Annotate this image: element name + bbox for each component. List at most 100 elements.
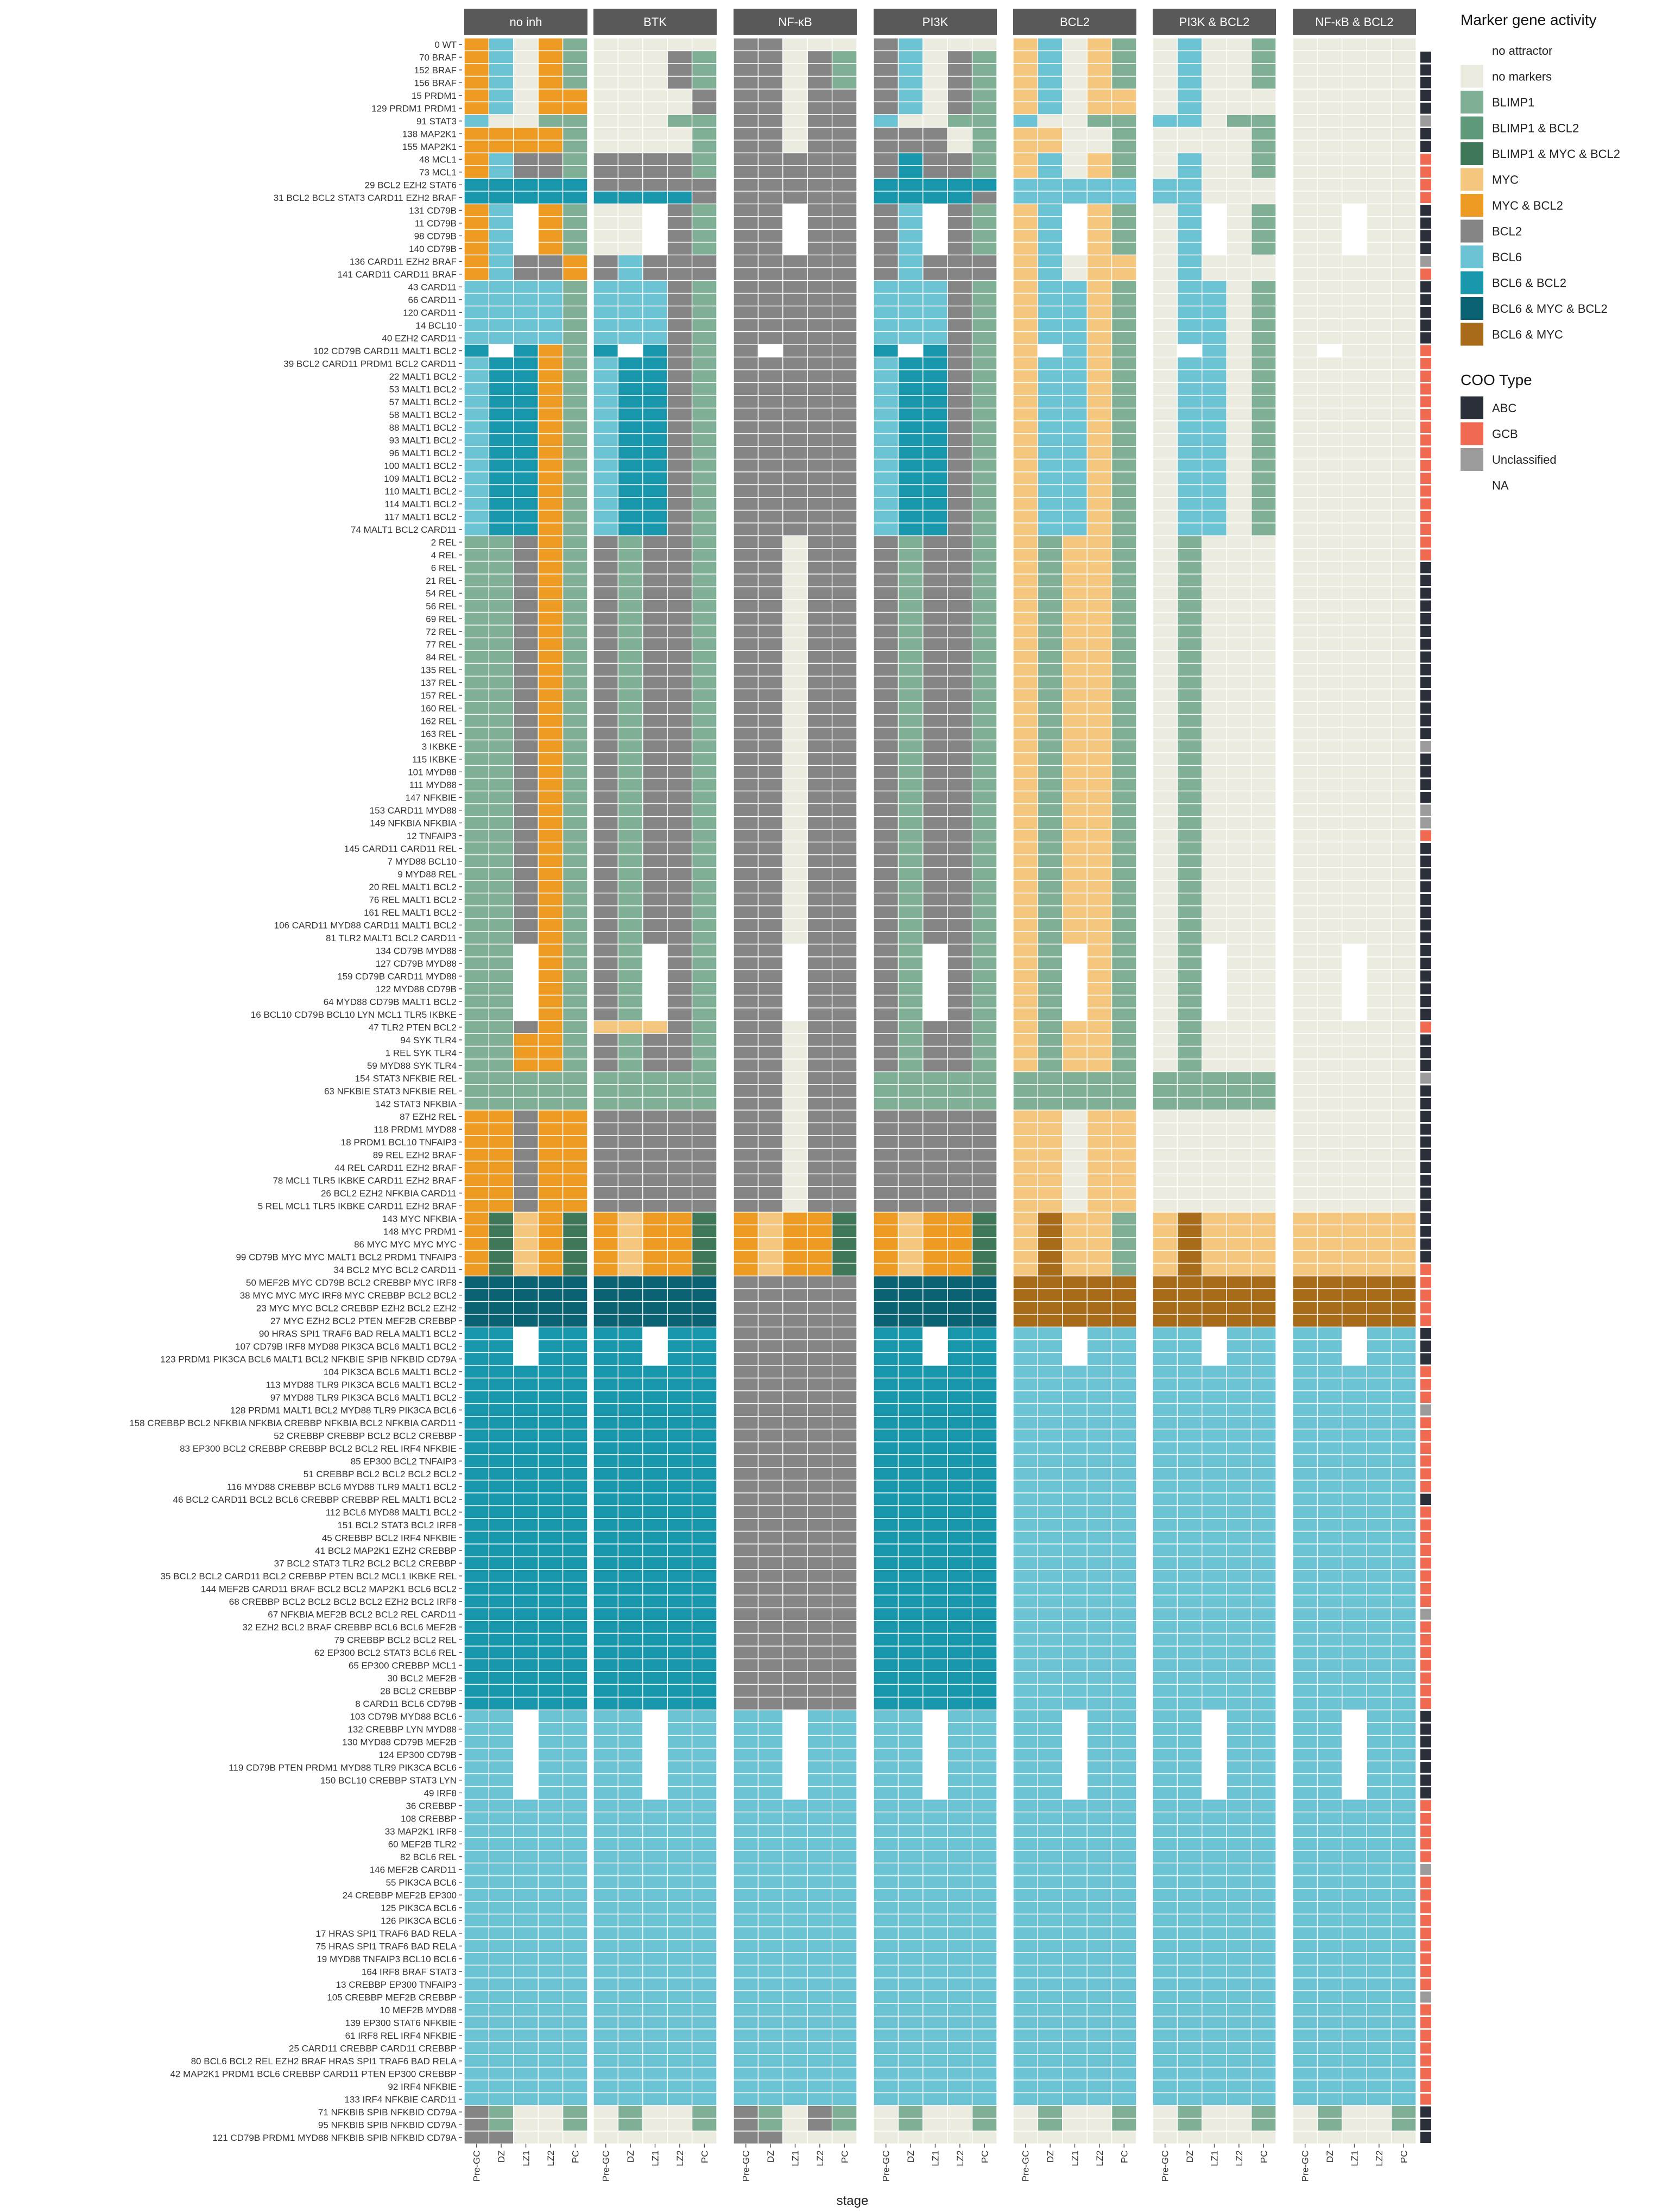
heatmap-cell bbox=[873, 331, 899, 345]
heatmap-cell bbox=[897, 931, 924, 945]
heatmap-cell bbox=[1037, 701, 1063, 715]
heatmap-cell bbox=[464, 867, 490, 881]
heatmap-cell bbox=[1111, 1684, 1137, 1698]
heatmap-cell bbox=[922, 574, 948, 588]
heatmap-cell bbox=[513, 892, 539, 906]
heatmap-cell bbox=[1062, 1441, 1088, 1455]
heatmap-cell bbox=[757, 1748, 783, 1762]
row-label: 42 MAP2K1 PRDM1 BCL6 CREBBP CARD11 PTEN … bbox=[170, 2069, 457, 2079]
heatmap-cell bbox=[782, 2118, 808, 2132]
heatmap-cell bbox=[1226, 663, 1252, 677]
heatmap-cell bbox=[617, 1071, 643, 1085]
heatmap-cell bbox=[464, 829, 490, 843]
heatmap-cell bbox=[733, 1326, 759, 1340]
heatmap-cell bbox=[562, 178, 588, 192]
heatmap-cell bbox=[513, 1110, 539, 1124]
heatmap-cell bbox=[488, 1633, 514, 1647]
x-tick-label: PC bbox=[570, 2151, 580, 2164]
heatmap-cell bbox=[897, 1595, 924, 1609]
heatmap-cell bbox=[757, 1658, 783, 1672]
heatmap-cell bbox=[1250, 790, 1276, 804]
heatmap-cell bbox=[1062, 1339, 1088, 1353]
heatmap-cell bbox=[538, 2041, 564, 2055]
heatmap-cell bbox=[562, 1288, 588, 1302]
heatmap-cell bbox=[873, 2131, 899, 2145]
heatmap-cell bbox=[1111, 1837, 1137, 1851]
heatmap-cell bbox=[1086, 203, 1113, 217]
heatmap-cell bbox=[922, 854, 948, 868]
facet-strip bbox=[1153, 9, 1276, 35]
heatmap-cell bbox=[488, 701, 514, 715]
heatmap-cell bbox=[757, 1850, 783, 1864]
heatmap-cell bbox=[1013, 1110, 1039, 1124]
heatmap-cell bbox=[538, 994, 564, 1009]
heatmap-cell bbox=[1062, 1581, 1088, 1596]
heatmap-cell bbox=[488, 395, 514, 409]
heatmap-cell bbox=[1111, 293, 1137, 307]
heatmap-cell bbox=[593, 2131, 619, 2145]
heatmap-cell bbox=[1086, 637, 1113, 651]
heatmap-cell bbox=[922, 2041, 948, 2055]
heatmap-cell bbox=[691, 1339, 717, 1353]
heatmap-cell bbox=[1013, 892, 1039, 906]
row-label: 106 CARD11 MYD88 CARD11 MALT1 BCL2 bbox=[274, 920, 457, 930]
heatmap-cell bbox=[831, 305, 857, 319]
heatmap-cell bbox=[667, 1735, 693, 1749]
heatmap-cell bbox=[971, 1837, 997, 1851]
heatmap-cell bbox=[562, 1850, 588, 1864]
heatmap-cell bbox=[1202, 752, 1227, 766]
heatmap-cell bbox=[1226, 89, 1252, 103]
heatmap-cell bbox=[873, 650, 899, 664]
heatmap-cell bbox=[538, 650, 564, 664]
heatmap-cell bbox=[757, 943, 783, 957]
heatmap-cell bbox=[1013, 458, 1039, 472]
heatmap-cell bbox=[807, 650, 833, 664]
heatmap-cell bbox=[1177, 305, 1203, 319]
heatmap-cell bbox=[538, 560, 564, 575]
heatmap-cell bbox=[1086, 2092, 1113, 2106]
heatmap-cell bbox=[488, 2092, 514, 2106]
heatmap-cell bbox=[593, 1722, 619, 1736]
heatmap-cell bbox=[1250, 727, 1276, 741]
heatmap-cell bbox=[807, 841, 833, 855]
heatmap-cell bbox=[538, 1939, 564, 1953]
heatmap-cell bbox=[513, 560, 539, 575]
heatmap-cell bbox=[562, 63, 588, 77]
heatmap-cell bbox=[1086, 1799, 1113, 1813]
heatmap-cell bbox=[617, 203, 643, 217]
heatmap-cell bbox=[831, 1990, 857, 2004]
heatmap-cell bbox=[538, 1326, 564, 1340]
heatmap-cell bbox=[757, 1390, 783, 1404]
heatmap-cell bbox=[667, 1479, 693, 1493]
heatmap-cell bbox=[1202, 867, 1227, 881]
heatmap-cell bbox=[513, 790, 539, 804]
heatmap-cell bbox=[617, 37, 643, 52]
heatmap-cell bbox=[807, 1212, 833, 1226]
facet-strip bbox=[593, 9, 717, 35]
heatmap-cell bbox=[593, 127, 619, 141]
heatmap-cell bbox=[757, 752, 783, 766]
heatmap-cell bbox=[562, 1492, 588, 1507]
heatmap-cell bbox=[642, 497, 668, 511]
heatmap-cell bbox=[922, 943, 948, 957]
heatmap-cell bbox=[757, 331, 783, 345]
heatmap-cell bbox=[617, 727, 643, 741]
heatmap-cell bbox=[1226, 688, 1252, 702]
heatmap-cell bbox=[562, 254, 588, 268]
heatmap-cell bbox=[1177, 165, 1203, 179]
heatmap-cell bbox=[782, 1148, 808, 1162]
row-label: 48 MCL1 bbox=[419, 154, 457, 165]
heatmap-cell bbox=[782, 1045, 808, 1060]
heatmap-cell bbox=[562, 37, 588, 52]
heatmap-cell bbox=[667, 1505, 693, 1519]
heatmap-cell bbox=[807, 1479, 833, 1493]
row-label: 145 CARD11 CARD11 REL bbox=[344, 843, 457, 854]
heatmap-cell bbox=[1062, 994, 1088, 1009]
heatmap-cell bbox=[757, 956, 783, 970]
heatmap-cell bbox=[873, 63, 899, 77]
heatmap-cell bbox=[1250, 407, 1276, 421]
row-label: 86 MYC MYC MYC MYC bbox=[354, 1239, 457, 1250]
heatmap-cell bbox=[538, 229, 564, 243]
heatmap-cell bbox=[1202, 994, 1227, 1009]
heatmap-cell bbox=[757, 1454, 783, 1468]
